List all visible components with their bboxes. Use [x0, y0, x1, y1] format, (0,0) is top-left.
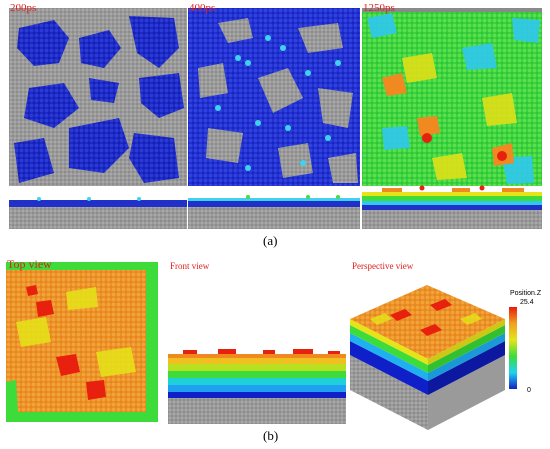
snapshot-400ps-side [188, 193, 360, 229]
snapshot-1250ps-top [362, 8, 542, 186]
top-view-image [6, 262, 158, 422]
snapshot-1250ps-image [362, 8, 542, 186]
snapshot-200ps-side [9, 193, 187, 229]
snapshot-400ps-image [188, 8, 360, 186]
colorbar-title: Position.Z [510, 290, 542, 297]
snapshot-200ps-top [9, 8, 187, 186]
colorbar-max-label: 25.4 [520, 299, 534, 306]
view-label-front: Front view [170, 261, 210, 271]
view-label-perspective: Perspective view [352, 261, 414, 271]
snapshot-1250ps-side [362, 185, 542, 229]
panel-a-caption: (a) [263, 233, 278, 248]
snapshot-400ps-top [188, 8, 360, 186]
snapshot-200ps-image [9, 8, 187, 186]
perspective-view-image [350, 285, 505, 430]
view-label-top: Top view [7, 257, 52, 271]
colorbar-min-label: 0 [527, 387, 531, 394]
front-view-image [168, 348, 346, 424]
colorbar-gradient [509, 307, 517, 389]
time-label-1250ps: 1250ps [363, 2, 395, 14]
time-label-400ps: 400ps [189, 2, 216, 14]
panel-b-caption: (b) [263, 428, 279, 443]
time-label-200ps: 200ps [10, 2, 37, 14]
